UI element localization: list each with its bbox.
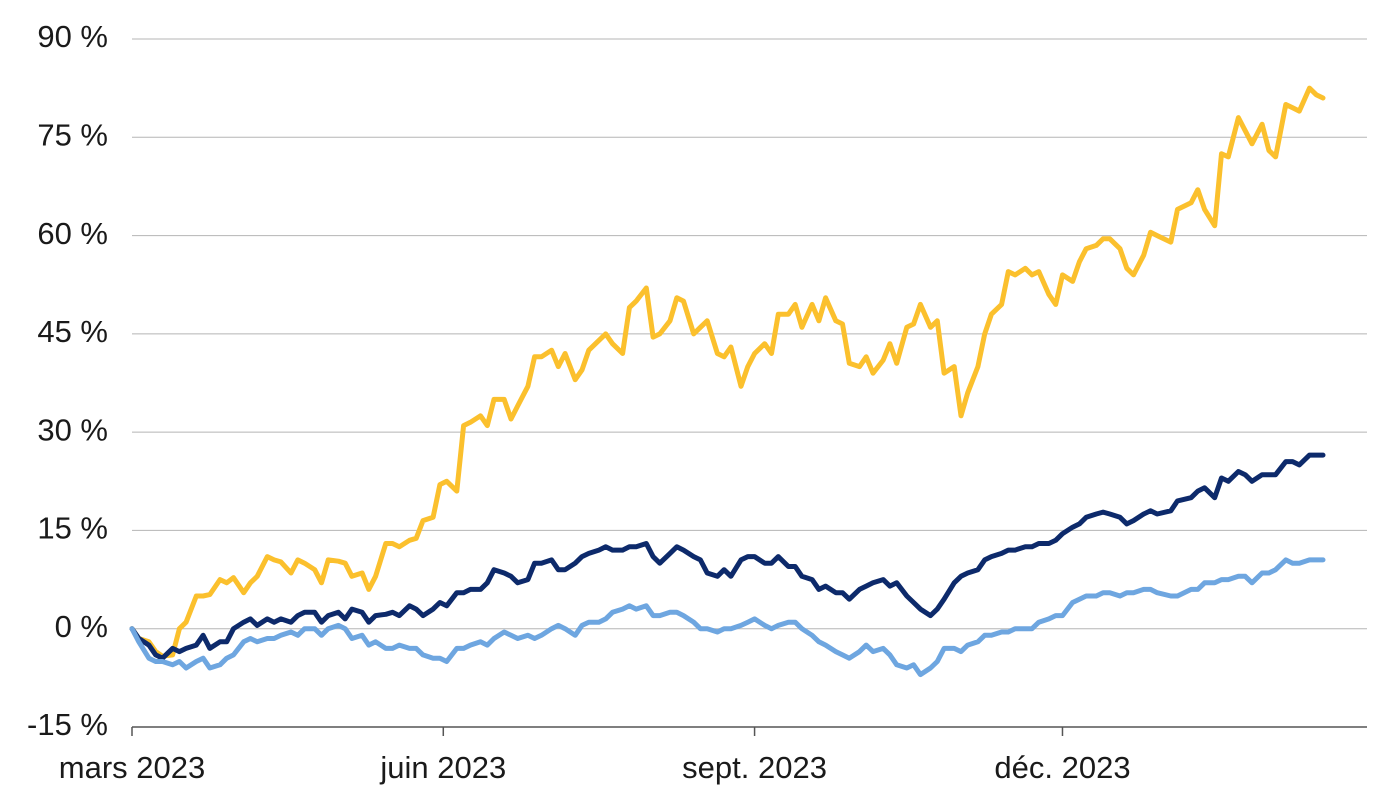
series-line-lightblue xyxy=(129,557,1326,678)
x-tick-label: mars 2023 xyxy=(59,750,205,785)
y-tick-label: 30 % xyxy=(37,412,108,447)
y-tick-label: 15 % xyxy=(37,511,108,546)
series-lines xyxy=(129,85,1326,678)
y-tick-label: 45 % xyxy=(37,314,108,349)
y-tick-label: -15 % xyxy=(27,707,108,742)
y-axis: 90 % 75 % 60 % 45 % 30 % 15 % 0 % -15 % xyxy=(27,19,108,742)
series-line-navy xyxy=(129,452,1326,661)
y-tick-label: 0 % xyxy=(55,609,108,644)
y-tick-label: 90 % xyxy=(37,19,108,54)
x-tick-label: juin 2023 xyxy=(379,750,506,785)
y-tick-label: 60 % xyxy=(37,216,108,251)
grid-lines xyxy=(132,38,1367,630)
x-tick-label: déc. 2023 xyxy=(994,750,1130,785)
y-tick-label: 75 % xyxy=(37,117,108,152)
series-line-gold xyxy=(129,85,1326,659)
x-tick-label: sept. 2023 xyxy=(682,750,827,785)
x-axis: mars 2023 juin 2023 sept. 2023 déc. 2023 xyxy=(59,726,1367,785)
